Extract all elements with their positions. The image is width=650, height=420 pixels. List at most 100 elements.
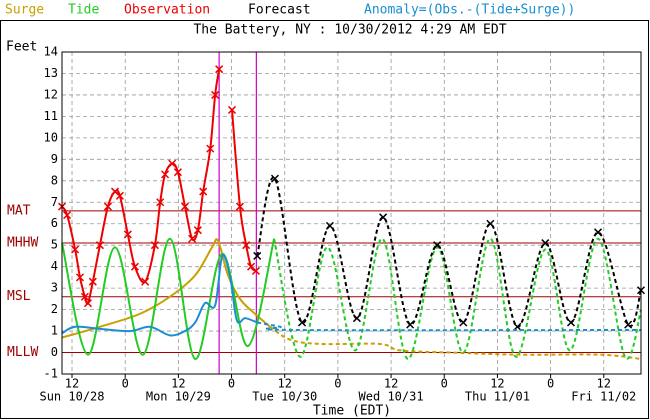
marker-cross	[193, 226, 202, 235]
date-label: Sun 10/28	[39, 390, 104, 404]
legend-entry: Tide	[68, 3, 99, 18]
date-label: Fri 11/02	[571, 390, 636, 404]
data-marker	[541, 239, 550, 248]
x-tick-label: 12	[384, 377, 398, 391]
marker-cross	[486, 219, 495, 228]
marker-cross	[141, 277, 150, 286]
chart-title: The Battery, NY : 10/30/2012 4:29 AM EDT	[193, 23, 506, 38]
y-axis-label: Feet	[6, 40, 37, 55]
marker-cross	[513, 322, 522, 331]
data-marker	[227, 105, 237, 114]
y-tick-label: 10	[44, 130, 58, 144]
data-marker	[624, 320, 633, 329]
y-tick-label: 1	[51, 324, 58, 338]
series-line	[61, 238, 271, 339]
marker-cross	[63, 211, 72, 220]
data-marker	[161, 170, 170, 179]
marker-cross	[406, 320, 415, 329]
data-marker	[593, 228, 603, 237]
y-tick-label: 14	[44, 45, 58, 59]
datum-label: MHHW	[7, 236, 38, 251]
date-label: Thu 11/01	[465, 390, 530, 404]
date-label: Wed 10/31	[359, 390, 424, 404]
marker-cross	[150, 241, 159, 250]
data-marker	[270, 174, 280, 183]
marker-cross	[235, 202, 244, 211]
data-marker	[406, 320, 415, 329]
marker-cross	[173, 168, 182, 177]
marker-cross	[242, 241, 251, 250]
legend-entry: Forecast	[248, 3, 311, 18]
x-tick-label: 0	[334, 377, 341, 391]
marker-cross	[325, 221, 334, 230]
marker-cross	[161, 170, 170, 179]
marker-cross	[156, 198, 165, 207]
marker-cross	[130, 262, 139, 271]
marker-cross	[253, 251, 262, 260]
data-marker	[71, 245, 80, 254]
outer-frame	[0, 20, 649, 419]
marker-cross	[297, 318, 307, 327]
data-marker	[379, 213, 388, 222]
marker-cross	[83, 299, 92, 308]
x-tick-label: 0	[228, 377, 235, 391]
marker-cross	[206, 144, 215, 153]
x-tick-label: 12	[490, 377, 504, 391]
y-tick-label: -1	[44, 367, 58, 381]
y-tick-label: 0	[51, 345, 58, 359]
y-tick-label: 3	[51, 281, 58, 295]
data-marker	[459, 318, 468, 327]
y-tick-label: 13	[44, 66, 58, 80]
datum-label: MSL	[7, 289, 31, 304]
data-marker	[325, 221, 334, 230]
data-marker	[513, 322, 522, 331]
data-marker	[235, 202, 244, 211]
data-marker	[168, 159, 177, 168]
y-tick-label: 7	[51, 195, 58, 209]
x-tick-label: 12	[65, 377, 79, 391]
marker-cross	[168, 159, 177, 168]
y-tick-label: 11	[44, 109, 58, 123]
y-tick-label: 8	[51, 173, 58, 187]
x-tick-label: 12	[277, 377, 291, 391]
data-marker	[193, 226, 202, 235]
marker-cross	[211, 90, 220, 99]
data-marker	[206, 144, 215, 153]
data-marker	[123, 230, 132, 239]
marker-cross	[227, 105, 237, 114]
series-line	[256, 176, 642, 328]
date-label: Tue 10/30	[252, 390, 317, 404]
data-marker	[156, 198, 165, 207]
series-line	[269, 325, 642, 360]
plot-frame	[61, 51, 642, 375]
x-tick-label: 0	[441, 377, 448, 391]
x-tick-label: 12	[171, 377, 185, 391]
data-marker	[211, 90, 220, 99]
data-marker	[141, 277, 150, 286]
marker-cross	[593, 228, 603, 237]
series-line	[273, 237, 642, 360]
series-line	[61, 237, 276, 360]
marker-cross	[95, 241, 104, 250]
data-marker	[188, 234, 197, 243]
y-tick-label: 2	[51, 302, 58, 316]
marker-cross	[251, 266, 260, 275]
marker-cross	[459, 318, 468, 327]
data-marker	[297, 318, 307, 327]
marker-cross	[75, 273, 85, 282]
y-tick-label: 6	[51, 216, 58, 230]
data-marker	[242, 241, 251, 250]
x-tick-label: 0	[547, 377, 554, 391]
marker-cross	[566, 318, 576, 327]
y-tick-label: 5	[51, 238, 58, 252]
datum-label: MLLW	[7, 345, 38, 360]
marker-cross	[123, 230, 132, 239]
data-marker	[130, 262, 139, 271]
marker-cross	[352, 314, 361, 323]
x-tick-label: 0	[122, 377, 129, 391]
marker-cross	[71, 245, 80, 254]
data-marker	[251, 266, 260, 275]
data-marker	[180, 202, 190, 211]
y-tick-label: 12	[44, 87, 58, 101]
datum-label: MAT	[7, 203, 31, 218]
